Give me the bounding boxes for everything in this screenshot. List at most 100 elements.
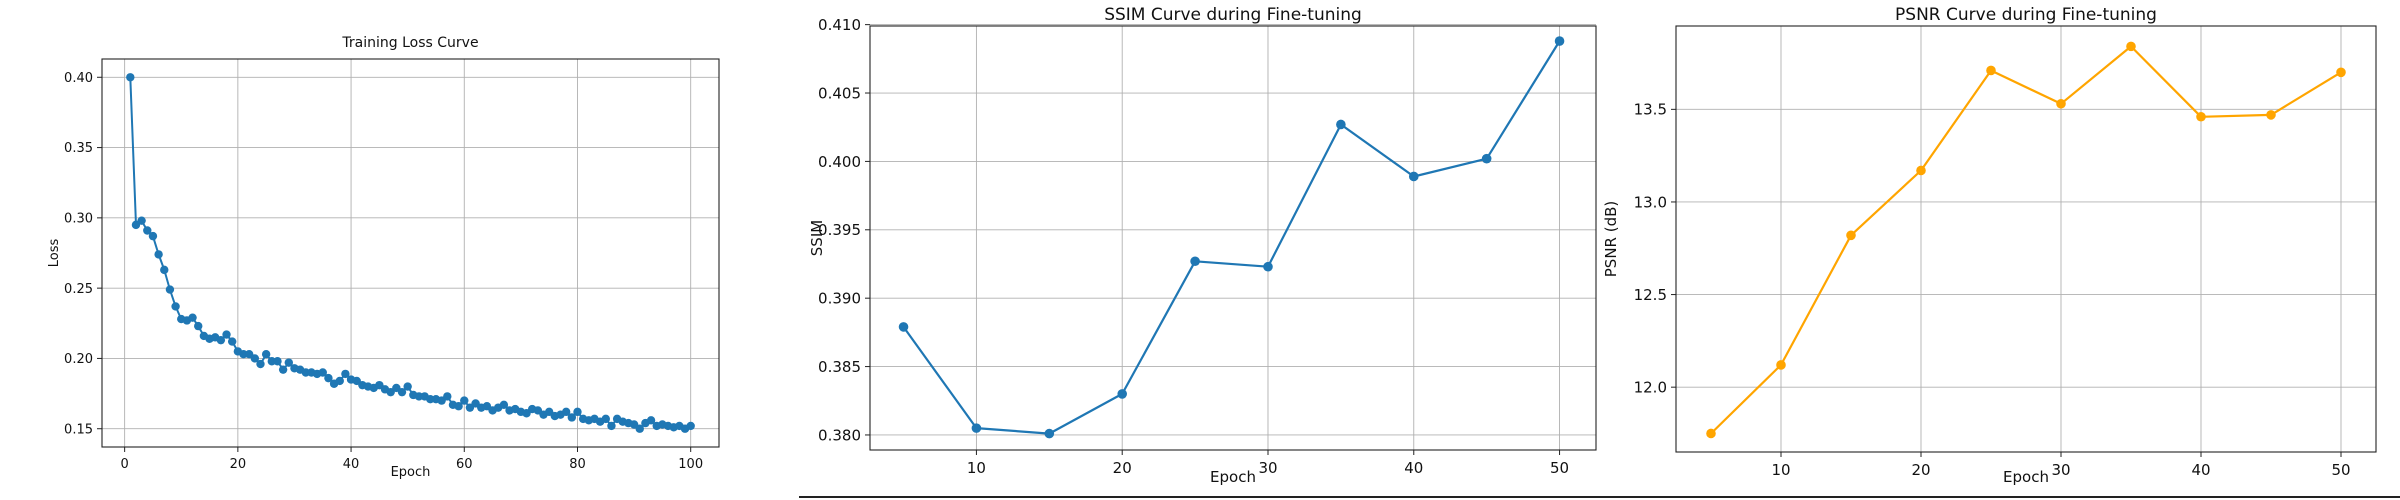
- data-point: [154, 250, 163, 259]
- data-point: [1044, 428, 1055, 439]
- data-point: [284, 358, 293, 367]
- data-point: [148, 231, 158, 241]
- data-point: [635, 424, 644, 433]
- y-tick-label: 0.15: [64, 422, 93, 437]
- data-point: [898, 322, 909, 332]
- y-tick-label: 13.5: [1634, 101, 1667, 119]
- x-axis-label: Epoch: [391, 465, 431, 480]
- x-tick-label: 40: [343, 457, 360, 472]
- data-point: [1117, 389, 1128, 399]
- ssim-chart: 10 20 30 40 50 0.380 0.385 0.390 0.395 0.400 0.405…: [808, 5, 1597, 486]
- data-point: [1916, 165, 1926, 176]
- chart-title: SSIM Curve during Fine-tuning: [1104, 5, 1362, 25]
- x-tick-label: 20: [230, 457, 247, 472]
- data-point: [324, 373, 333, 383]
- data-point: [971, 423, 982, 433]
- data-point: [1554, 36, 1565, 46]
- data-point: [460, 396, 469, 405]
- x-tick-label: 20: [1911, 461, 1930, 479]
- x-tick-label: 60: [456, 457, 473, 472]
- x-tick-label: 50: [1550, 459, 1569, 477]
- y-tick-label: 0.380: [818, 426, 861, 444]
- x-tick-label: 50: [2331, 461, 2350, 479]
- data-point: [1190, 256, 1200, 267]
- data-point: [160, 265, 169, 275]
- y-tick-label: 0.385: [818, 358, 861, 376]
- data-point: [601, 414, 610, 424]
- y-tick-label: 0.25: [64, 282, 93, 297]
- data-point: [143, 226, 152, 235]
- data-point: [1336, 119, 1346, 130]
- x-tick-label: 40: [1404, 459, 1423, 477]
- data-point: [2266, 110, 2276, 120]
- y-tick-label: 0.395: [818, 221, 861, 239]
- x-tick-label: 10: [967, 459, 986, 477]
- data-point: [278, 365, 288, 374]
- plot-frame: [1675, 25, 2377, 453]
- x-tick-label: 100: [678, 457, 703, 472]
- psnr-chart: 10 20 30 40 50 12.0 12.5 13.0 13.5 PSNR Curve dur…: [1602, 5, 2377, 486]
- data-point: [250, 354, 260, 363]
- data-point: [1986, 65, 1996, 76]
- data-point: [335, 376, 344, 386]
- y-tick-label: 12.0: [1634, 379, 1667, 397]
- x-axis-label: Epoch: [2003, 468, 2049, 486]
- data-point: [443, 392, 452, 401]
- data-point: [341, 369, 350, 379]
- data-point: [2126, 41, 2136, 52]
- data-point: [318, 368, 327, 377]
- y-tick-label: 0.40: [64, 71, 93, 86]
- y-tick-label: 0.35: [64, 141, 93, 156]
- data-point: [573, 407, 582, 417]
- data-point: [499, 400, 509, 410]
- data-point: [561, 407, 571, 417]
- data-point: [194, 321, 203, 331]
- data-point: [273, 357, 282, 366]
- data-point: [126, 73, 135, 82]
- data-point: [165, 285, 175, 294]
- x-tick-label: 80: [569, 457, 586, 472]
- data-point: [1481, 153, 1492, 164]
- y-tick-label: 0.400: [818, 153, 861, 171]
- y-tick-label: 0.20: [64, 352, 93, 367]
- y-axis-label: PSNR (dB): [1602, 201, 1620, 278]
- y-tick-label: 13.0: [1634, 193, 1667, 211]
- data-point: [216, 335, 226, 345]
- series-line: [1710, 45, 2342, 435]
- data-point: [171, 302, 180, 311]
- plot-frame: [869, 25, 1597, 451]
- data-point: [1706, 428, 1716, 439]
- x-tick-label: 10: [1771, 461, 1790, 479]
- data-point: [261, 350, 271, 359]
- data-point: [2056, 98, 2066, 109]
- x-tick-label: 40: [2191, 461, 2210, 479]
- data-point: [227, 337, 237, 346]
- data-point: [567, 413, 577, 422]
- x-tick-label: 0: [121, 457, 129, 472]
- data-point: [646, 416, 656, 425]
- x-axis-label: Epoch: [1210, 468, 1256, 486]
- chart-title: PSNR Curve during Fine-tuning: [1895, 5, 2157, 25]
- x-tick-label: 30: [1258, 459, 1277, 477]
- chart-title: Training Loss Curve: [341, 35, 478, 51]
- data-point: [1846, 230, 1856, 241]
- x-tick-label: 30: [2051, 461, 2070, 479]
- data-point: [188, 313, 197, 322]
- data-point: [256, 359, 265, 369]
- y-tick-label: 0.405: [818, 84, 861, 102]
- data-point: [1263, 261, 1273, 272]
- data-point: [137, 216, 146, 225]
- data-point: [1408, 171, 1419, 182]
- x-tick-label: 20: [1113, 459, 1132, 477]
- y-tick-label: 0.410: [818, 16, 861, 34]
- y-tick-label: 0.390: [818, 290, 861, 308]
- data-point: [2196, 111, 2206, 122]
- data-point: [2336, 67, 2346, 78]
- data-point: [607, 421, 616, 431]
- data-point: [1776, 360, 1786, 370]
- data-point: [397, 387, 407, 397]
- loss-chart: 0 20 40 60 80 100 0.15 0.20 0.25 0.30 0.35 0.40 Trai…: [47, 35, 720, 480]
- data-point: [454, 402, 463, 411]
- y-axis-label: SSIM: [808, 220, 826, 256]
